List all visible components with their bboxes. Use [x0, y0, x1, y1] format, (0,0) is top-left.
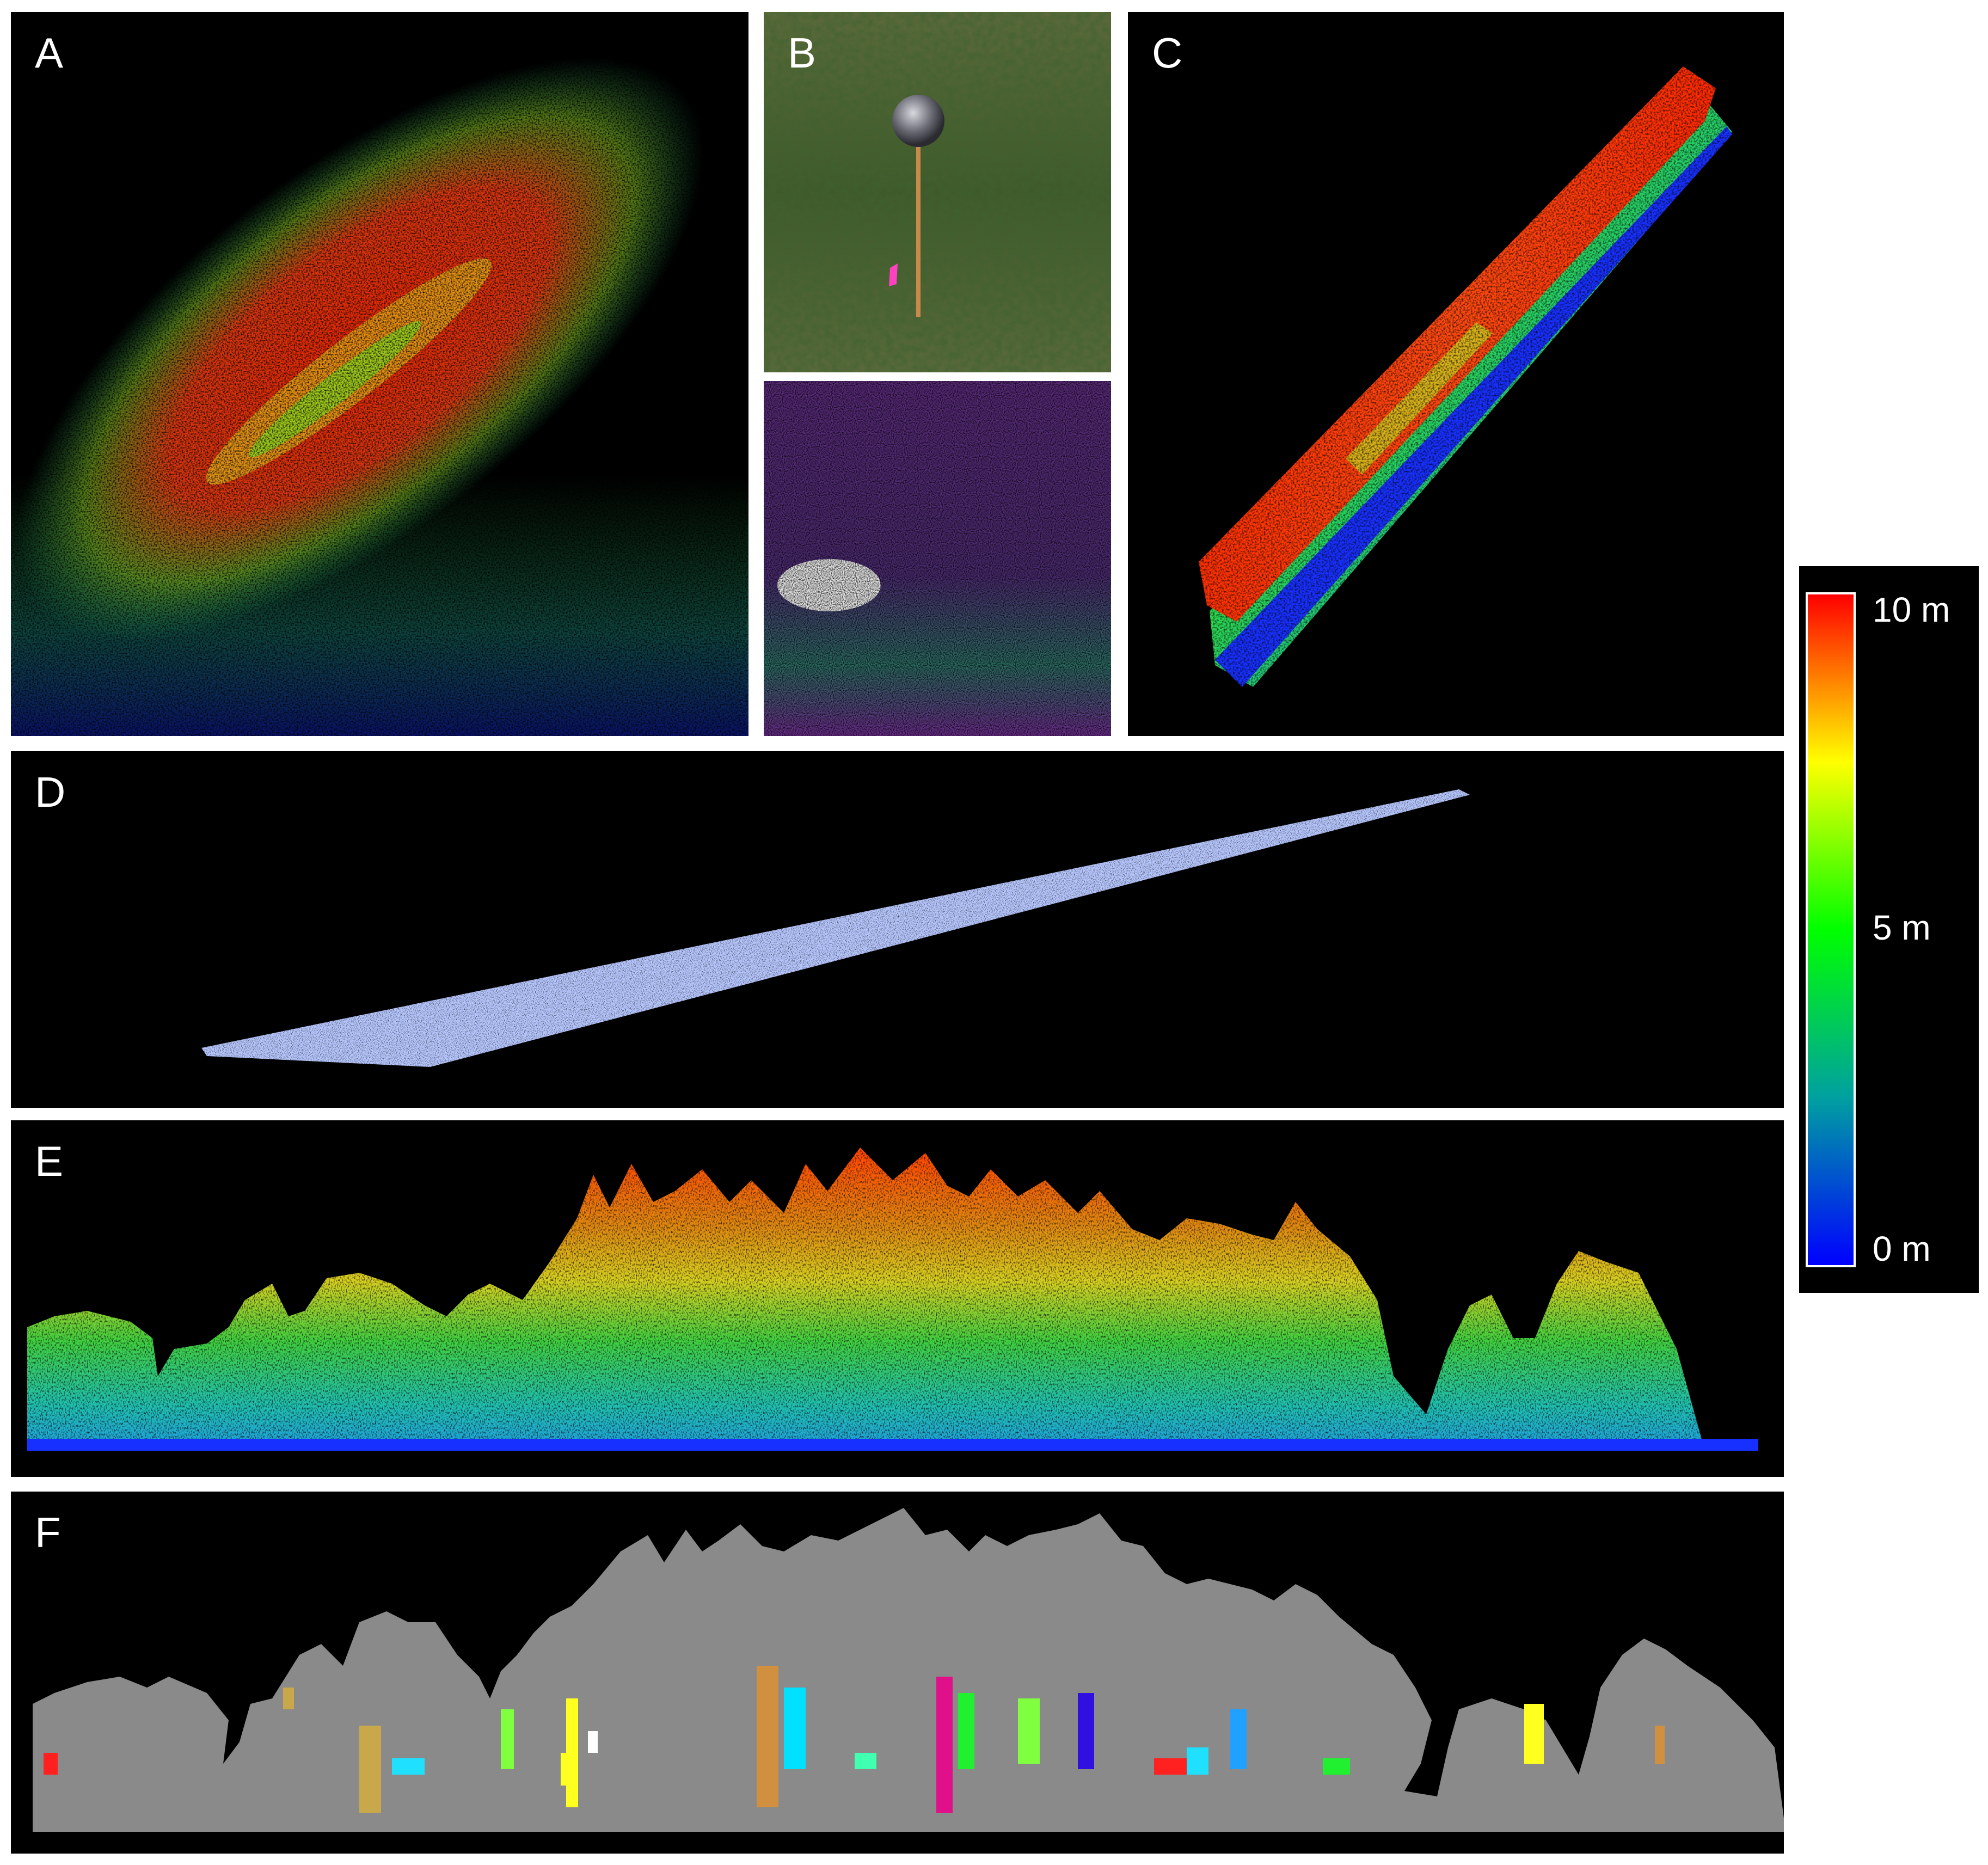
panel-c-plot-strip: C — [1128, 12, 1784, 736]
scale-tick — [1856, 640, 1868, 642]
stem-segments — [44, 1666, 1665, 1813]
scale-tick — [1856, 996, 1868, 998]
panel-label-c: C — [1152, 29, 1183, 77]
panel-label-f: F — [35, 1508, 61, 1556]
panel-f-segmented-stems: F — [11, 1492, 1784, 1854]
panel-e-height-profile: E — [11, 1120, 1784, 1477]
segmented-stems-graphic — [11, 1492, 1784, 1854]
sphere-point-cloud-graphic — [764, 381, 1111, 736]
ground-points-graphic — [11, 751, 1784, 1108]
scale-tick — [1856, 1170, 1868, 1173]
forest-photo-graphic — [764, 12, 1111, 372]
panel-d-ground-points: D — [11, 751, 1784, 1108]
color-scale-bar — [1806, 592, 1856, 1267]
panel-b-point-cloud-view — [764, 381, 1111, 736]
panel-label-d: D — [35, 768, 66, 816]
scale-tick — [1856, 817, 1868, 819]
panel-b-field-photo: B — [764, 12, 1111, 372]
height-color-scale: 10 m 5 m 0 m — [1799, 566, 1979, 1293]
scale-mid-label: 5 m — [1873, 908, 1931, 947]
panel-label-b: B — [788, 29, 817, 77]
height-profile-graphic — [11, 1120, 1784, 1477]
canopy-silhouette — [33, 1508, 1784, 1832]
plot-strip-graphic — [1128, 12, 1784, 736]
panel-label-a: A — [35, 29, 64, 77]
survey-pole — [916, 143, 921, 317]
scale-min-label: 0 m — [1873, 1229, 1931, 1268]
scale-tick — [1856, 904, 1868, 906]
scale-tick — [1856, 729, 1868, 732]
panel-a-point-cloud-oblique: A — [11, 12, 748, 736]
ground-layer — [27, 1439, 1758, 1451]
scale-tick — [1856, 1083, 1868, 1085]
point-cloud-a-graphic — [11, 12, 748, 736]
panel-label-e: E — [35, 1137, 64, 1185]
reference-sphere — [892, 95, 944, 147]
scale-max-label: 10 m — [1873, 590, 1950, 629]
